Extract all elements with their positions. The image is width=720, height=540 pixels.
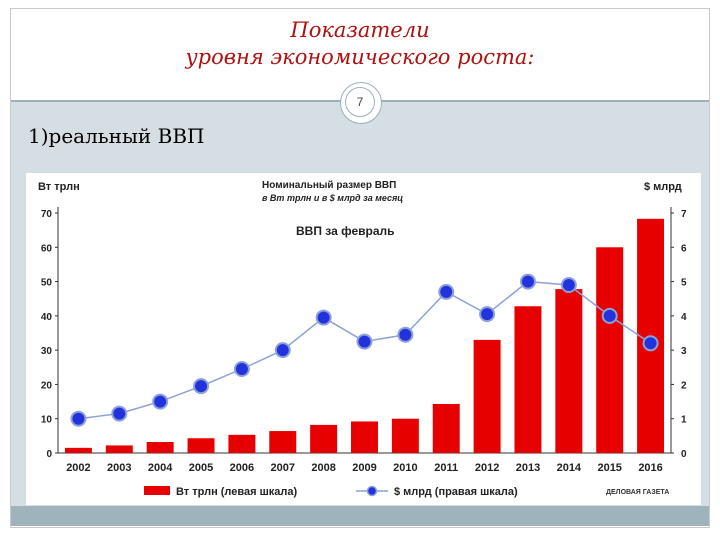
usd-point-2010 <box>397 326 414 343</box>
usd-point-2005 <box>193 378 210 395</box>
x-tick-label: 2006 <box>230 462 254 474</box>
bar-2010 <box>391 418 419 453</box>
x-tick-label: 2013 <box>516 462 540 474</box>
legend-bar-swatch <box>144 486 170 495</box>
x-tick-label: 2008 <box>311 462 335 474</box>
left-axis-tick-label: 10 <box>41 415 53 426</box>
legend-line-label: $ млрд (правая шкала) <box>394 486 518 498</box>
line-series <box>70 273 659 427</box>
bar-2012 <box>473 339 501 453</box>
bar-2002 <box>64 447 92 453</box>
bar-2005 <box>187 438 215 453</box>
x-tick-label: 2003 <box>107 462 131 474</box>
usd-point-2006 <box>233 361 250 377</box>
left-axis-tick-label: 60 <box>41 243 53 254</box>
bar-2006 <box>228 434 256 453</box>
bar-2014 <box>555 289 583 453</box>
right-axis-tick-label: 7 <box>681 209 687 220</box>
left-axis-label: Вт трлн <box>38 181 80 193</box>
right-axis-tick-label: 1 <box>681 415 687 426</box>
chart-title: Номинальный размер ВВП <box>262 180 396 191</box>
left-axis-tick-label: 40 <box>41 312 53 323</box>
x-tick-label: 2005 <box>189 462 213 474</box>
usd-point-2011 <box>438 283 455 300</box>
right-axis-tick-label: 2 <box>681 380 687 391</box>
chart-annotation: ВВП за февраль <box>296 224 395 238</box>
usd-point-2015 <box>601 307 618 324</box>
gdp-chart: Вт трлн $ млрд Номинальный размер ВВП в … <box>38 180 687 498</box>
usd-point-2014 <box>560 277 577 293</box>
right-axis-tick-label: 0 <box>681 449 687 460</box>
usd-point-2004 <box>152 393 169 410</box>
x-tick-label: 2016 <box>638 462 662 474</box>
footer-bar <box>11 506 709 526</box>
publisher-logo: ДЕЛОВАЯ ГАЗЕТА <box>606 489 669 496</box>
bar-2009 <box>351 421 378 453</box>
x-tick-label: 2011 <box>434 462 458 474</box>
bar-2004 <box>146 442 174 453</box>
bar-2011 <box>432 403 460 453</box>
left-axis-tick-label: 70 <box>41 209 53 220</box>
x-axis-labels: 2002 2003 2004 2005 2006 2007 2008 2009 2010 2011… <box>66 462 663 474</box>
slide-frame <box>10 8 710 528</box>
x-tick-label: 2015 <box>597 462 621 474</box>
right-axis-tick-label: 5 <box>681 278 687 289</box>
x-tick-label: 2014 <box>557 462 582 474</box>
right-axis-tick-label: 4 <box>681 312 687 323</box>
legend-bar-label: Вт трлн (левая шкала) <box>176 486 297 498</box>
usd-point-2002 <box>70 410 87 427</box>
x-tick-label: 2012 <box>475 462 499 474</box>
slide-title-line-1: Показатели <box>290 18 430 42</box>
slide-subtitle: 1)реальный ВВП <box>28 124 205 148</box>
right-axis-tick-label: 3 <box>681 346 687 357</box>
usd-point-2009 <box>356 333 373 350</box>
x-tick-label: 2004 <box>148 462 173 474</box>
legend-line-marker <box>366 485 378 497</box>
left-axis-tick-label: 30 <box>41 346 53 357</box>
chart-container: Вт трлн $ млрд Номинальный размер ВВП в … <box>26 173 701 505</box>
usd-point-2003 <box>111 405 128 422</box>
left-axis-tick-label: 20 <box>41 380 53 391</box>
bar-2015 <box>596 247 624 453</box>
bar-2008 <box>310 424 338 453</box>
chart-subtitle: в Вт трлн и в $ млрд за месяц <box>262 193 403 203</box>
chart-legend: Вт трлн (левая шкала) $ млрд (правая шка… <box>144 485 669 498</box>
x-tick-label: 2009 <box>352 462 376 474</box>
usd-point-2016 <box>642 335 659 352</box>
usd-point-2012 <box>479 306 496 323</box>
left-axis-tick-label: 50 <box>41 278 53 289</box>
bar-2013 <box>514 306 542 453</box>
x-tick-label: 2010 <box>393 462 417 474</box>
bar-2007 <box>269 431 297 453</box>
left-axis-tick-label: 0 <box>46 449 52 460</box>
slide-number: 7 <box>345 87 375 117</box>
bar-2003 <box>105 445 133 453</box>
slide-title-line-2: уровня экономического роста: <box>185 45 535 69</box>
right-axis-tick-label: 6 <box>681 243 687 254</box>
right-axis-label: $ млрд <box>644 181 682 193</box>
usd-point-2013 <box>519 273 536 290</box>
usd-point-2007 <box>274 342 291 359</box>
x-tick-label: 2007 <box>271 462 295 474</box>
x-tick-label: 2002 <box>66 462 90 474</box>
usd-point-2008 <box>315 309 332 326</box>
